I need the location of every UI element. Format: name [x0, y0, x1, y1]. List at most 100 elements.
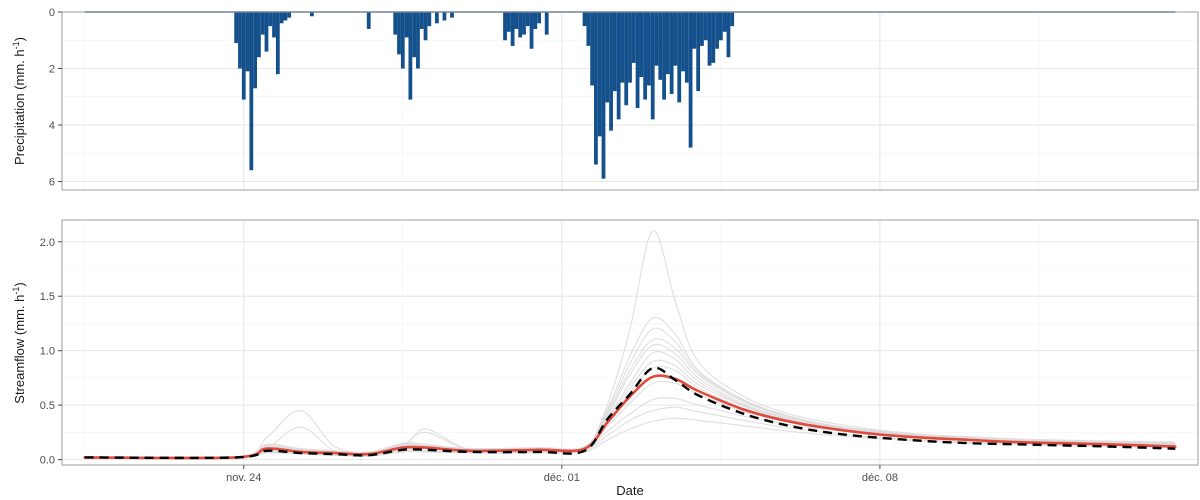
precipitation-bar — [245, 12, 250, 72]
precipitation-bar — [658, 12, 663, 80]
precipitation-y-axis-title-end: ) — [12, 37, 27, 41]
precipitation-bar — [416, 12, 420, 69]
streamflow-y-tick-label: 0.5 — [40, 400, 55, 412]
precipitation-bar — [249, 12, 254, 171]
precipitation-bar — [665, 12, 670, 75]
precipitation-bar — [707, 12, 712, 66]
streamflow-x-tick-label: déc. 01 — [544, 472, 580, 484]
precipitation-panel-border — [61, 11, 1199, 191]
precipitation-bar — [366, 12, 371, 29]
precipitation-bar — [722, 12, 727, 32]
precipitation-bar — [703, 12, 708, 41]
precipitation-bar — [684, 12, 689, 83]
precipitation-bar — [624, 12, 629, 106]
precipitation-bar — [700, 12, 704, 46]
streamflow-y-tick-label: 1.5 — [40, 291, 55, 303]
precipitation-bar — [594, 12, 598, 165]
precipitation-bar — [650, 12, 655, 120]
precipitation-y-tick-label: 0 — [49, 7, 55, 19]
streamflow-y-axis-title-end: ) — [12, 282, 27, 286]
precipitation-y-axis-title-superscript: -1 — [11, 41, 21, 49]
streamflow-panel: 0.0 0.5 1.0 1.5 2.0 nov. 24 déc. 01 déc. 08 St… — [11, 219, 1199, 498]
precipitation-bar — [620, 12, 625, 83]
streamflow-y-axis-title: Streamflow (mm. h-1) — [11, 282, 27, 403]
precipitation-bar — [662, 12, 666, 100]
precipitation-bar — [397, 12, 401, 55]
precipitation-bar — [412, 12, 417, 58]
precipitation-bar — [275, 12, 280, 75]
precipitation-bar — [400, 12, 405, 69]
precipitation-bar — [654, 12, 659, 66]
streamflow-y-axis-title-superscript: -1 — [11, 287, 21, 295]
precipitation-bar — [647, 12, 651, 86]
precipitation-bar — [677, 12, 682, 103]
precipitation-bar — [537, 12, 542, 24]
precipitation-bar — [696, 12, 701, 92]
streamflow-y-tick-label: 2.0 — [40, 237, 55, 249]
precipitation-bar — [612, 12, 617, 92]
ensemble-member-line — [84, 230, 1176, 460]
precipitation-bar — [419, 12, 424, 29]
precipitation-bar — [241, 12, 246, 100]
precipitation-bar — [408, 12, 413, 100]
precipitation-bar — [597, 12, 602, 137]
precipitation-bar — [525, 12, 530, 27]
streamflow-y-ticks: 0.0 0.5 1.0 1.5 2.0 — [40, 237, 62, 467]
precipitation-bar — [393, 12, 398, 35]
precipitation-bar — [514, 12, 519, 29]
precipitation-bar — [631, 12, 636, 63]
streamflow-y-tick-label: 0.0 — [40, 455, 55, 467]
precipitation-bar — [711, 12, 716, 63]
precipitation-bar — [434, 12, 439, 24]
precipitation-bar — [510, 12, 515, 46]
precipitation-bar — [272, 12, 276, 38]
precipitation-bar — [310, 12, 314, 17]
precipitation-bar — [287, 12, 292, 18]
precipitation-bar — [601, 12, 606, 179]
x-axis-title: Date — [616, 483, 643, 498]
precipitation-y-ticks: 0 2 4 6 — [49, 7, 62, 189]
precipitation-bar — [639, 12, 644, 77]
streamflow-series-lines — [83, 366, 1177, 460]
streamflow-panel-border — [61, 219, 1199, 466]
precipitation-bar — [279, 12, 284, 24]
precipitation-bar — [715, 12, 719, 49]
precipitation-bar — [635, 12, 640, 109]
precipitation-bar — [506, 12, 511, 32]
observed-streamflow-line — [84, 366, 1176, 460]
ensemble-member-line — [84, 327, 1176, 459]
precipitation-bar — [590, 12, 595, 86]
precipitation-bar — [681, 12, 685, 72]
precipitation-bar — [264, 12, 269, 52]
streamflow-y-tick-label: 1.0 — [40, 346, 55, 358]
precipitation-y-tick-label: 4 — [49, 120, 55, 132]
precipitation-bar — [726, 12, 731, 58]
precipitation-bar — [257, 12, 261, 58]
precipitation-bar — [718, 12, 723, 41]
precipitation-bar — [669, 12, 674, 94]
precipitation-bar — [253, 12, 258, 89]
precipitation-bar — [260, 12, 265, 35]
precipitation-bar — [673, 12, 678, 66]
precipitation-bar — [238, 12, 242, 69]
streamflow-x-ticks: nov. 24 déc. 01 déc. 08 — [226, 465, 898, 484]
precipitation-bar — [518, 12, 523, 38]
precipitation-bar — [688, 12, 693, 148]
precipitation-bar — [582, 12, 587, 27]
streamflow-grid — [62, 220, 1198, 465]
precipitation-bar — [268, 12, 273, 27]
precipitation-y-tick-label: 2 — [49, 64, 55, 76]
precipitation-bar — [234, 12, 239, 44]
precipitation-bar — [404, 12, 409, 38]
precipitation-bar — [522, 12, 526, 35]
precipitation-bar — [533, 12, 538, 29]
precipitation-bar — [423, 12, 428, 41]
streamflow-panel-background — [62, 220, 1198, 465]
precipitation-y-axis-title-main: Precipitation (mm. h — [12, 49, 27, 165]
precipitation-panel: 0 2 4 6 Precipitation (mm. h-1) — [11, 7, 1199, 191]
streamflow-y-axis-title-main: Streamflow (mm. h — [12, 295, 27, 404]
precipitation-bar — [609, 12, 613, 131]
precipitation-y-axis-title: Precipitation (mm. h-1) — [11, 37, 27, 165]
precipitation-bar — [427, 12, 432, 27]
